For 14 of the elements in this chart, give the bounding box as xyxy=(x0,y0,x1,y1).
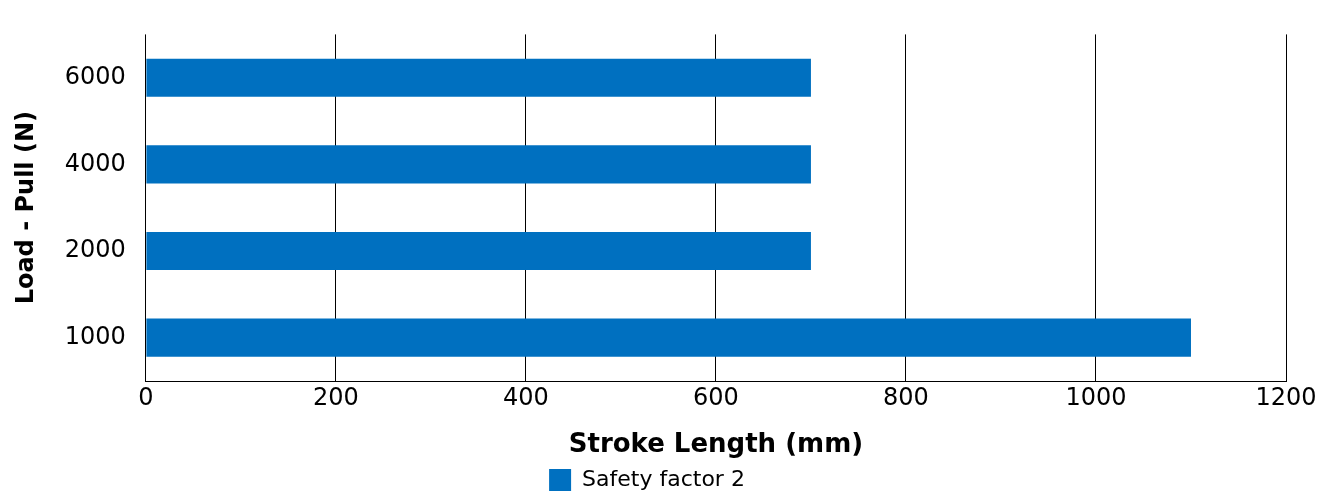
x-tick-label: 400 xyxy=(503,382,549,411)
x-tick-label: 800 xyxy=(883,382,929,411)
y-tick-label: 2000 xyxy=(64,235,126,264)
y-tick-label: 4000 xyxy=(64,148,126,177)
x-tick-label: 1000 xyxy=(1065,382,1127,411)
x-tick-label: 1200 xyxy=(1255,382,1317,411)
x-tick-label: 200 xyxy=(312,382,359,411)
y-tick-label: 6000 xyxy=(64,61,126,90)
y-tick-label: 1000 xyxy=(64,321,126,350)
y-axis-title: Load - Pull (N) xyxy=(10,111,39,305)
legend-label: Safety factor 2 xyxy=(582,465,745,491)
x-tick-label: 0 xyxy=(138,382,154,411)
x-axis-title: Stroke Length (mm) xyxy=(568,428,864,459)
x-tick-label: 600 xyxy=(693,382,739,411)
